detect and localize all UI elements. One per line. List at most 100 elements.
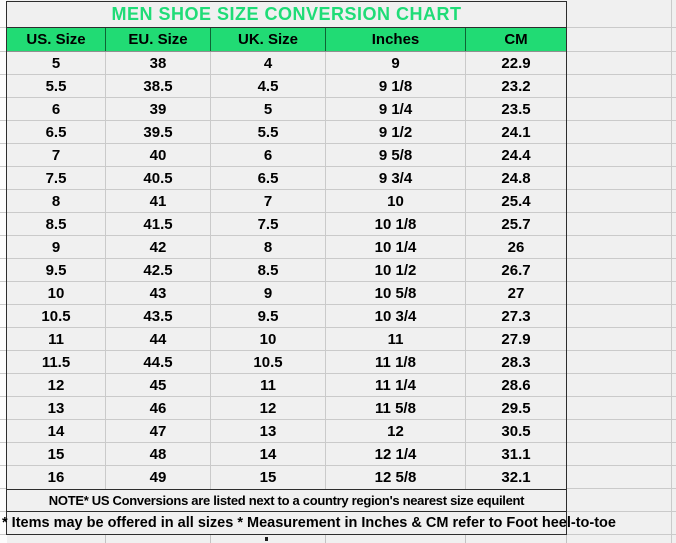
table-cell: 27.3 [465,305,566,327]
table-cell: 8.5 [210,259,325,281]
table-cell: 9.5 [210,305,325,327]
table-cell: 25.4 [465,190,566,212]
table-cell: 6 [210,144,325,166]
table-cell: 42.5 [105,259,210,281]
table-cell: 5 [210,98,325,120]
table-row: 5.5 38.5 4.5 9 1/8 23.2 [7,75,566,98]
table-cell: 44.5 [105,351,210,373]
table-cell: 7.5 [210,213,325,235]
table-row: 10 43 9 10 5/8 27 [7,282,566,305]
table-cell: 26.7 [465,259,566,281]
table-cell: 16 [47,469,65,486]
table-cell: 41.5 [105,213,210,235]
table-cell: 24.8 [465,167,566,189]
gridline [671,0,672,543]
table-row: 8.5 41.5 7.5 10 1/8 25.7 [7,213,566,236]
table-cell: 14 [47,422,65,440]
table-cell: 9 [51,238,61,256]
table-cell: 41 [105,190,210,212]
table-cell: 38.5 [105,75,210,97]
table-cell: 11.5 [41,353,71,371]
table-cell: 6.5 [210,167,325,189]
table-cell: 9.5 [45,261,67,279]
table-cell: 32.1 [465,466,566,489]
table-cell: 8.5 [45,215,67,233]
table-row: 6 39 5 9 1/4 23.5 [7,98,566,121]
table-cell: 12 [47,376,65,394]
note-secondary: * Items may be offered in all sizes * Me… [2,515,616,531]
table-cell: 5.5 [210,121,325,143]
table-cell: 10.5 [41,307,71,325]
table-cell: 29.5 [465,397,566,419]
table-cell: 7 [51,146,61,164]
table-cell: 5.5 [45,77,67,95]
table-cell: 10 [47,284,65,302]
table-cell: 6.5 [45,123,67,141]
table-body: 5 38 4 9 22.9 5.5 38.5 4.5 9 1/8 23.2 6 39 5 9 1/4 23.… [7,52,566,489]
table-row: 7.5 40.5 6.5 9 3/4 24.8 [7,167,566,190]
conversion-table: MEN SHOE SIZE CONVERSION CHART US. Size … [6,1,567,535]
table-cell: 9 5/8 [325,144,465,166]
table-cell: 10 3/4 [325,305,465,327]
table-cell: 8 [210,236,325,258]
table-cell: 9 1/2 [325,121,465,143]
table-cell: 48 [105,443,210,465]
table-row: 13 46 12 11 5/8 29.5 [7,397,566,420]
note-primary: NOTE* US Conversions are listed next to … [48,493,525,508]
table-cell: 12 [210,397,325,419]
table-cell: 22.9 [465,52,566,74]
table-cell: 9 3/4 [325,167,465,189]
table-cell: 46 [105,397,210,419]
table-cell: 49 [105,466,210,489]
table-cell: 9 [210,282,325,304]
table-row: 8 41 7 10 25.4 [7,190,566,213]
table-cell: 27.9 [465,328,566,350]
table-row: 11 44 10 11 27.9 [7,328,566,351]
table-cell: 38 [105,52,210,74]
table-cell: 15 [210,466,325,489]
table-cell: 13 [47,399,65,417]
table-row: 6.5 39.5 5.5 9 1/2 24.1 [7,121,566,144]
table-cell: 43 [105,282,210,304]
table-cell: 10.5 [210,351,325,373]
table-cell: 5 [51,54,61,72]
table-cell: 24.4 [465,144,566,166]
table-cell: 31.1 [465,443,566,465]
table-row: 14 47 13 12 30.5 [7,420,566,443]
table-cell: 42 [105,236,210,258]
table-cell: 7 [210,190,325,212]
table-cell: 12 1/4 [325,443,465,465]
table-cell: 9 1/8 [325,75,465,97]
column-header-eu-size: EU. Size [105,28,210,51]
table-cell: 11 [48,330,64,348]
table-cell: 25.7 [465,213,566,235]
table-row: 16 49 15 12 5/8 32.1 [7,466,566,489]
table-row: 10.5 43.5 9.5 10 3/4 27.3 [7,305,566,328]
gridline [105,535,106,543]
table-cell: 47 [105,420,210,442]
gridline [325,535,326,543]
table-row: 5 38 4 9 22.9 [7,52,566,75]
table-cell: 30.5 [465,420,566,442]
header-row: US. Size EU. Size UK. Size Inches CM [7,28,566,52]
table-title-row: MEN SHOE SIZE CONVERSION CHART [7,2,566,28]
table-cell: 11 1/4 [325,374,465,396]
table-cell: 11 1/8 [325,351,465,373]
table-cell: 11 [210,374,325,396]
table-cell: 28.3 [465,351,566,373]
table-cell: 10 [210,328,325,350]
table-cell: 24.1 [465,121,566,143]
table-cell: 6 [51,100,61,118]
table-row: 15 48 14 12 1/4 31.1 [7,443,566,466]
column-header-us-size: US. Size [26,31,86,48]
gridline [465,535,466,543]
column-header-uk-size: UK. Size [210,28,325,51]
note-row: NOTE* US Conversions are listed next to … [7,489,566,512]
table-cell: 4.5 [210,75,325,97]
table-cell: 40 [105,144,210,166]
table-cell: 43.5 [105,305,210,327]
table-cell: 39 [105,98,210,120]
table-row: 9.5 42.5 8.5 10 1/2 26.7 [7,259,566,282]
column-header-inches: Inches [325,28,465,51]
table-cell: 27 [465,282,566,304]
